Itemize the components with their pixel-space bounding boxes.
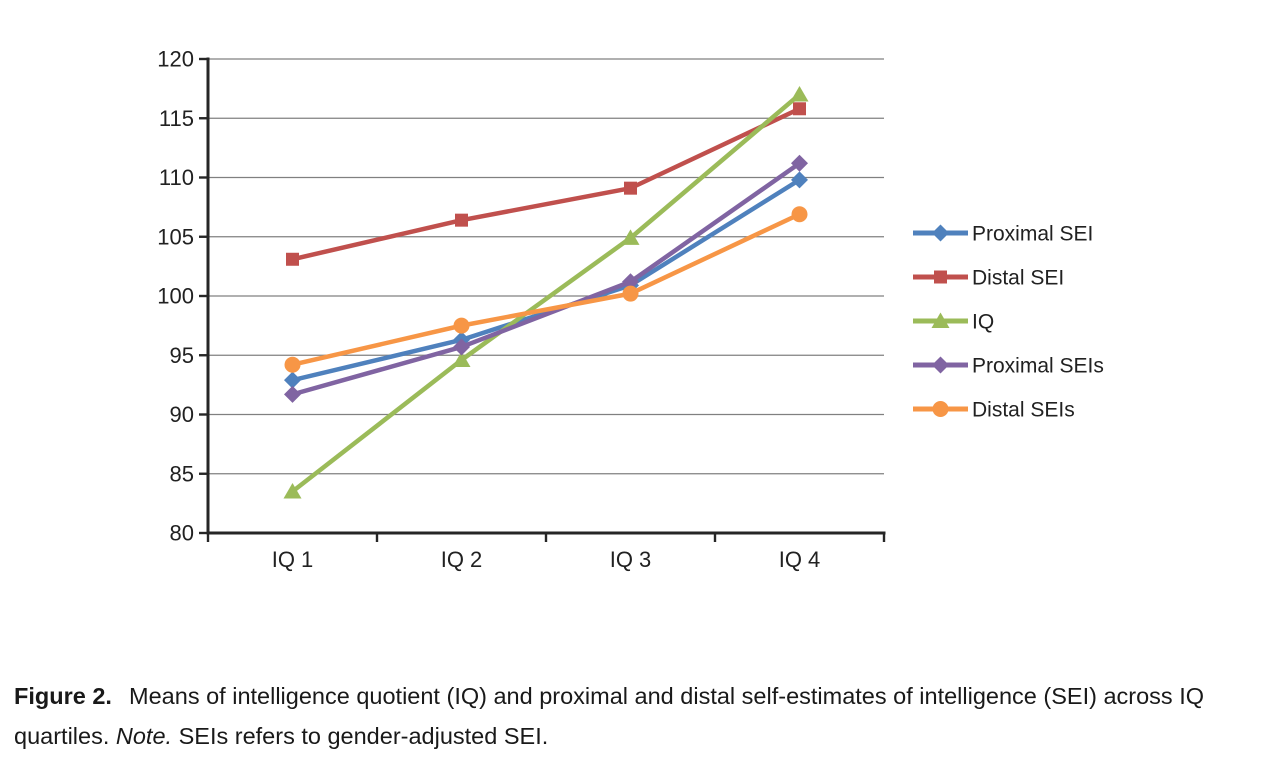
chart-svg: 80 85 90 95 100 105 110 115 120 IQ 1 IQ 2 IQ 3 IQ 4 P… bbox=[157, 47, 1104, 573]
circle-marker-icon bbox=[453, 317, 470, 334]
y-tick-label: 120 bbox=[157, 47, 194, 72]
diamond-marker-icon bbox=[791, 171, 808, 189]
circle-marker-icon bbox=[791, 206, 808, 223]
legend-label: Distal SEIs bbox=[972, 399, 1075, 422]
series-distal-seis bbox=[284, 206, 808, 373]
diamond-marker-icon bbox=[284, 385, 301, 403]
line-chart: 80 85 90 95 100 105 110 115 120 IQ 1 IQ 2 IQ 3 IQ 4 P… bbox=[157, 47, 1104, 573]
triangle-marker-icon bbox=[283, 483, 302, 499]
diamond-marker-icon bbox=[932, 356, 949, 374]
series-line-distal-sei bbox=[290, 106, 802, 262]
square-marker-icon bbox=[934, 270, 947, 284]
figure-caption-note-body: SEIs refers to gender-adjusted SEI. bbox=[178, 722, 549, 749]
square-marker-icon bbox=[793, 102, 806, 116]
circle-marker-icon bbox=[622, 285, 639, 302]
square-marker-icon bbox=[455, 213, 468, 227]
legend-item-distal-sei: Distal SEI bbox=[913, 267, 1064, 290]
legend-label: Proximal SEIs bbox=[972, 355, 1104, 378]
series-line-proximal-seis bbox=[290, 161, 802, 397]
square-marker-icon bbox=[286, 252, 299, 266]
diamond-marker-icon bbox=[791, 154, 808, 172]
x-tick-label: IQ 4 bbox=[779, 547, 821, 572]
legend-item-distal-seis: Distal SEIs bbox=[913, 399, 1075, 422]
y-tick-label: 110 bbox=[159, 165, 194, 190]
diamond-marker-icon bbox=[622, 273, 639, 291]
figure-caption: Figure 2. Means of intelligence quotient… bbox=[14, 676, 1276, 756]
diamond-marker-icon bbox=[284, 371, 301, 389]
legend-item-proximal-sei: Proximal SEI bbox=[913, 223, 1093, 246]
figure-caption-body: Means of intelligence quotient (IQ) and … bbox=[14, 682, 1205, 749]
circle-marker-icon bbox=[284, 356, 301, 373]
triangle-marker-icon bbox=[790, 86, 809, 102]
series-proximal-seis bbox=[284, 154, 808, 403]
y-tick-label: 90 bbox=[170, 402, 194, 427]
square-marker-icon bbox=[624, 181, 637, 195]
legend-label: Proximal SEI bbox=[972, 223, 1093, 246]
figure-caption-label: Figure 2. bbox=[14, 682, 112, 709]
y-tick-label: 80 bbox=[170, 521, 194, 546]
triangle-marker-icon bbox=[931, 312, 950, 328]
y-tick-label: 115 bbox=[159, 106, 194, 131]
series-line-proximal-sei bbox=[290, 177, 802, 383]
circle-marker-icon bbox=[932, 401, 949, 417]
y-tick-label: 105 bbox=[157, 224, 194, 249]
triangle-marker-icon bbox=[621, 229, 640, 245]
series-iq bbox=[283, 86, 809, 499]
figure-caption-note-label: Note. bbox=[115, 722, 173, 749]
y-tick-label: 85 bbox=[170, 461, 194, 486]
legend-item-proximal-seis: Proximal SEIs bbox=[913, 355, 1104, 378]
series-distal-sei bbox=[286, 102, 806, 266]
series-line-iq bbox=[290, 92, 802, 494]
x-tick-label: IQ 2 bbox=[441, 547, 483, 572]
legend-label: Distal SEI bbox=[972, 267, 1064, 290]
diamond-marker-icon bbox=[932, 224, 949, 242]
y-tick-label: 95 bbox=[170, 343, 194, 368]
legend-item-iq: IQ bbox=[913, 311, 994, 334]
x-tick-label: IQ 3 bbox=[610, 547, 652, 572]
series-line-distal-seis bbox=[290, 211, 802, 367]
legend-label: IQ bbox=[972, 311, 994, 334]
legend: Proximal SEI Distal SEI IQ Proximal SEIs Dis… bbox=[913, 223, 1104, 422]
triangle-marker-icon bbox=[452, 351, 471, 367]
x-tick-label: IQ 1 bbox=[272, 547, 314, 572]
diamond-marker-icon bbox=[453, 338, 470, 356]
y-tick-label: 100 bbox=[157, 284, 194, 309]
